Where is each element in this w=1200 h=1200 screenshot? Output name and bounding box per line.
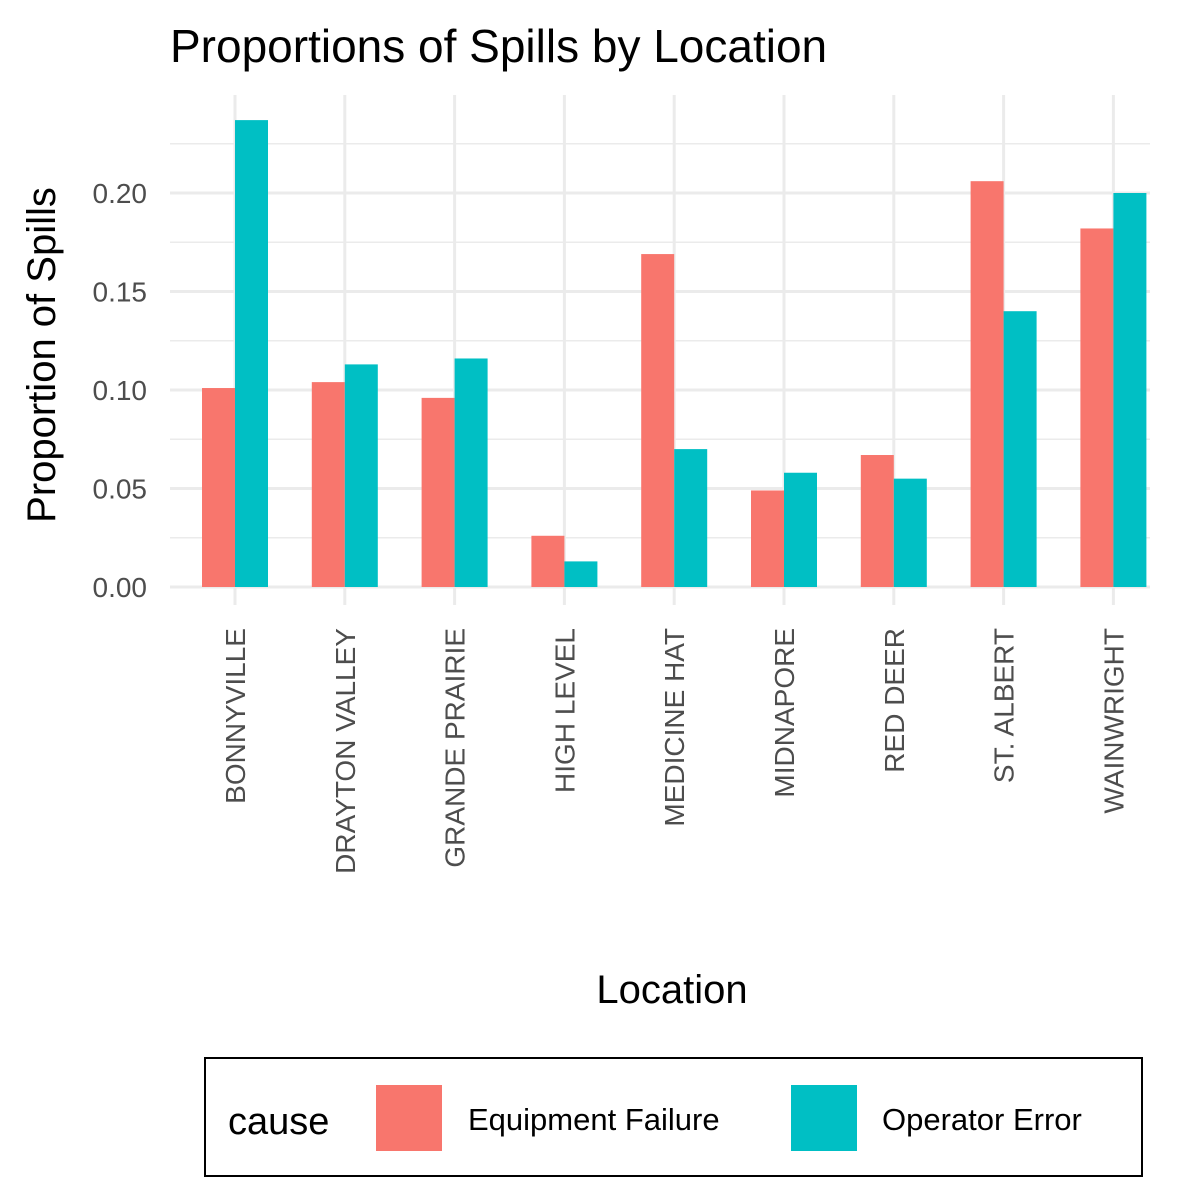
y-tick-label: 0.15 — [93, 277, 148, 308]
bar-equipment-failure-drayton-valley — [311, 382, 345, 587]
bar-operator-error-grande-prairie — [454, 358, 488, 587]
bar-equipment-failure-st-albert — [970, 181, 1004, 587]
bar-operator-error-st-albert — [1003, 311, 1037, 587]
bar-operator-error-drayton-valley — [344, 364, 378, 587]
bar-equipment-failure-wainwright — [1080, 228, 1114, 587]
y-tick-label: 0.05 — [93, 474, 148, 505]
y-tick-label: 0.10 — [93, 375, 148, 406]
bar-operator-error-bonnyville — [235, 120, 268, 588]
bars — [202, 120, 1147, 588]
y-axis-ticks: 0.00 0.05 0.10 0.15 0.20 — [93, 178, 148, 603]
legend: cause Equipment Failure Operator Error — [204, 1057, 1143, 1177]
x-tick-label-wainwright: WAINWRIGHT — [1098, 628, 1129, 814]
x-tick-label-midnapore: MIDNAPORE — [769, 628, 800, 798]
x-tick-label-drayton-valley: DRAYTON VALLEY — [330, 628, 361, 874]
y-axis-title: Proportion of Spills — [20, 187, 64, 523]
x-tick-label-st-albert: ST. ALBERT — [989, 628, 1020, 783]
bar-operator-error-medicine-hat — [674, 449, 708, 587]
bar-equipment-failure-bonnyville — [202, 388, 235, 587]
bar-operator-error-red-deer — [893, 478, 927, 587]
x-tick-label-grande-prairie: GRANDE PRAIRIE — [440, 628, 471, 868]
x-tick-label-bonnyville: BONNYVILLE — [220, 628, 251, 804]
bar-equipment-failure-grande-prairie — [421, 397, 455, 587]
legend-box — [204, 1057, 1143, 1177]
legend-label-equipment-failure: Equipment Failure — [468, 1102, 720, 1137]
y-tick-label: 0.00 — [93, 572, 148, 603]
bar-equipment-failure-red-deer — [860, 455, 894, 587]
legend-label-operator-error: Operator Error — [882, 1102, 1082, 1137]
legend-key-operator-error — [791, 1085, 857, 1151]
x-axis-title: Location — [596, 968, 747, 1012]
chart-title: Proportions of Spills by Location — [170, 20, 827, 72]
bar-operator-error-midnapore — [784, 472, 817, 587]
bar-equipment-failure-medicine-hat — [641, 254, 675, 587]
bar-operator-error-high-level — [564, 561, 598, 587]
bar-equipment-failure-high-level — [531, 535, 565, 587]
legend-key-equipment-failure — [376, 1085, 442, 1151]
x-tick-label-medicine-hat: MEDICINE HAT — [659, 628, 690, 827]
bar-equipment-failure-midnapore — [751, 490, 784, 587]
x-tick-label-high-level: HIGH LEVEL — [549, 628, 580, 793]
bar-operator-error-wainwright — [1113, 193, 1147, 587]
y-tick-label: 0.20 — [93, 178, 148, 209]
legend-title: cause — [228, 1101, 329, 1143]
x-tick-label-red-deer: RED DEER — [879, 628, 910, 773]
x-axis-ticks: BONNYVILLE DRAYTON VALLEY GRANDE PRAIRIE HI… — [220, 628, 1129, 874]
